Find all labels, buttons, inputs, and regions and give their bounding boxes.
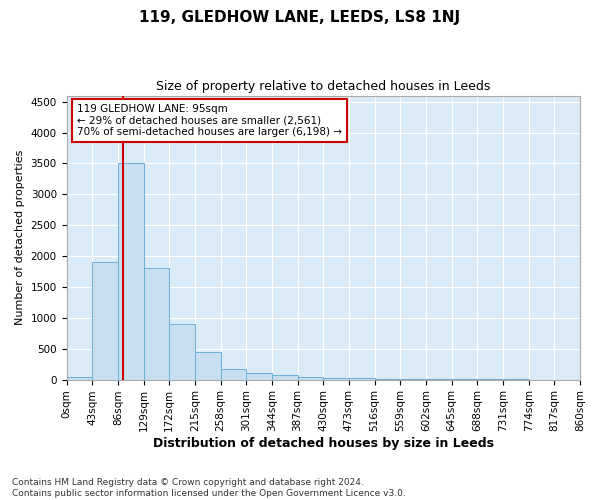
X-axis label: Distribution of detached houses by size in Leeds: Distribution of detached houses by size … bbox=[153, 437, 494, 450]
Bar bbox=[246, 373, 272, 380]
Title: Size of property relative to detached houses in Leeds: Size of property relative to detached ho… bbox=[156, 80, 490, 93]
Y-axis label: Number of detached properties: Number of detached properties bbox=[15, 150, 25, 326]
Bar bbox=[118, 164, 143, 380]
Text: 119, GLEDHOW LANE, LEEDS, LS8 1NJ: 119, GLEDHOW LANE, LEEDS, LS8 1NJ bbox=[139, 10, 461, 25]
Text: Contains HM Land Registry data © Crown copyright and database right 2024.
Contai: Contains HM Land Registry data © Crown c… bbox=[12, 478, 406, 498]
Text: 119 GLEDHOW LANE: 95sqm
← 29% of detached houses are smaller (2,561)
70% of semi: 119 GLEDHOW LANE: 95sqm ← 29% of detache… bbox=[77, 104, 342, 138]
Bar bbox=[298, 376, 323, 380]
Bar bbox=[349, 378, 374, 380]
Bar bbox=[374, 378, 400, 380]
Bar bbox=[143, 268, 169, 380]
Bar bbox=[195, 352, 221, 380]
Bar bbox=[92, 262, 118, 380]
Bar bbox=[272, 375, 298, 380]
Bar bbox=[400, 379, 426, 380]
Bar bbox=[67, 376, 92, 380]
Bar bbox=[169, 324, 195, 380]
Bar bbox=[323, 378, 349, 380]
Bar bbox=[221, 369, 246, 380]
